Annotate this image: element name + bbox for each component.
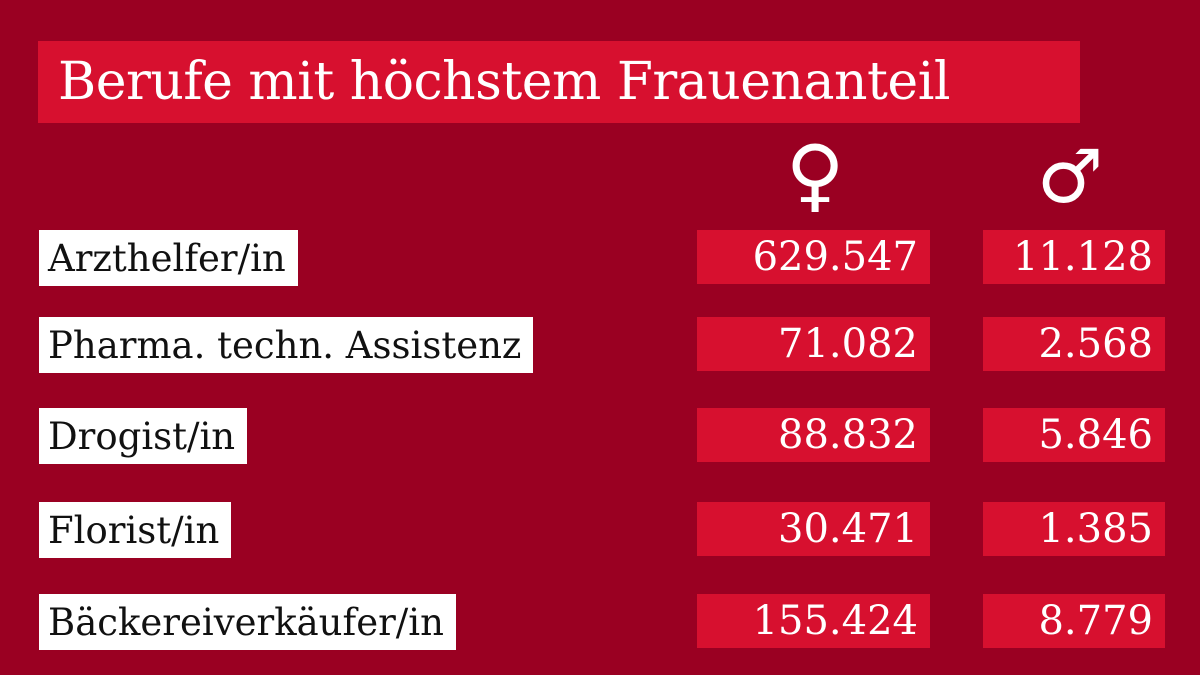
male-value: 11.128: [983, 230, 1165, 284]
female-symbol-icon: ♀: [785, 128, 845, 221]
female-value: 155.424: [697, 594, 930, 648]
male-symbol-icon: ♂: [1036, 134, 1104, 220]
page-title: Berufe mit höchstem Frauenanteil: [58, 52, 950, 112]
row-label: Pharma. techn. Assistenz: [39, 317, 534, 373]
table-row: Pharma. techn. Assistenz 71.082 2.568: [0, 317, 1200, 373]
female-value: 30.471: [697, 502, 930, 556]
male-value: 5.846: [983, 408, 1165, 462]
row-label: Arzthelfer/in: [39, 230, 298, 286]
female-value: 629.547: [697, 230, 930, 284]
title-banner: Berufe mit höchstem Frauenanteil: [38, 41, 1080, 123]
table-row: Bäckereiverkäufer/in 155.424 8.779: [0, 594, 1200, 650]
row-label: Drogist/in: [39, 408, 248, 464]
male-value: 2.568: [983, 317, 1165, 371]
male-value: 8.779: [983, 594, 1165, 648]
row-label: Bäckereiverkäufer/in: [39, 594, 456, 650]
table-row: Drogist/in 88.832 5.846: [0, 408, 1200, 464]
male-value: 1.385: [983, 502, 1165, 556]
table-row: Arzthelfer/in 629.547 11.128: [0, 230, 1200, 286]
table-row: Florist/in 30.471 1.385: [0, 502, 1200, 558]
female-value: 71.082: [697, 317, 930, 371]
female-value: 88.832: [697, 408, 930, 462]
row-label: Florist/in: [39, 502, 232, 558]
